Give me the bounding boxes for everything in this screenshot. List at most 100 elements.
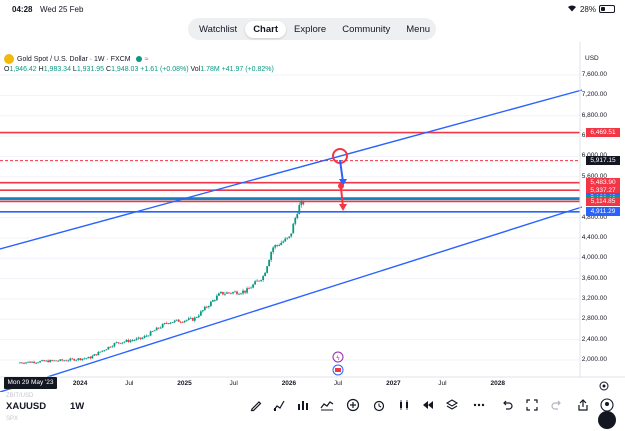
chart-annotations: ϟ [332,148,348,376]
symbol-button[interactable]: XAUUSD [6,401,47,412]
candle-body [234,291,236,293]
open-value: 1,946.42 [9,66,37,73]
add-icon[interactable] [346,398,360,412]
candle-body [91,355,94,359]
drawing-icon[interactable] [320,398,334,412]
battery-percent: 28% [579,4,596,14]
gridlines [0,74,580,361]
candle-body [111,346,114,348]
candle-body [191,317,194,321]
share-icon[interactable] [576,398,590,412]
candle-body [252,284,254,288]
candle-body [264,272,267,277]
low-label: L [72,66,77,73]
indicators-icon[interactable] [272,398,286,412]
profile-icon[interactable] [600,398,614,412]
projection-arrowhead-2 [339,204,347,211]
gold-symbol-icon [4,54,14,64]
candle-body [99,351,102,353]
candle-body [139,337,142,339]
open-label: O [4,66,10,73]
undo-icon[interactable] [500,398,514,412]
candle-body [242,290,244,294]
candle-body [302,201,305,205]
chart-type-icon[interactable] [296,398,310,412]
rewind-icon[interactable] [421,398,435,412]
candle-body [181,321,184,323]
status-time: 04:28 [12,5,33,14]
indicator-toggle-icon[interactable]: ≈ [144,55,149,63]
redo-icon[interactable] [550,398,564,412]
candle-body [213,300,216,301]
currency-selector[interactable]: USD [585,55,599,62]
price-axis-label: 4,000.00 [581,254,607,262]
price-tag: 5,337.27 [586,185,620,195]
time-axis-label: 2026 [281,380,297,387]
event-marker-1-glyph: ϟ [336,356,340,362]
candle-body [205,306,208,308]
status-date: Wed 25 Feb [40,5,84,14]
candle-body [195,317,198,318]
tab-menu[interactable]: Menu [406,23,431,35]
candle-body [266,266,269,273]
status-right: 28% [567,4,615,14]
candle-body [95,354,98,356]
tab-explore[interactable]: Explore [294,23,327,35]
candle-body [135,338,138,341]
candle-body [292,223,295,234]
projection-node [338,183,344,189]
change-value: +1.61 (+0.08%) [140,66,189,73]
candle-body [83,358,86,360]
candle-body [147,335,150,337]
fullscreen-icon[interactable] [525,398,539,412]
candle-body [250,287,252,289]
candle-body [21,362,23,364]
price-axis-label: 3,600.00 [581,274,607,282]
horizontal-levels [0,131,580,213]
candle-body [55,360,58,362]
time-axis-label: 2027 [386,380,401,387]
candle-body [35,362,37,364]
candle-body [65,360,68,362]
market-status-icon [135,56,142,62]
candle-body [254,281,256,285]
legend-title[interactable]: Gold Spot / U.S. Dollar · 1W · FXCM [17,55,131,63]
layers-icon[interactable] [445,398,459,412]
candle-body [294,218,297,224]
candle-body [298,204,301,214]
candle-body [238,293,240,295]
candle-body [228,292,230,294]
price-axis-label: 7,600.00 [581,71,607,78]
chart-settings-icon[interactable] [599,378,609,391]
price-axis-label: 6,000.00 [567,152,607,159]
candle-body [230,292,232,294]
candle-body [31,361,33,363]
pen-icon[interactable] [249,398,263,412]
candle-body [145,335,148,337]
price-chart[interactable]: ϟ [0,42,625,392]
candle-body [79,358,82,361]
candle-body [47,360,50,363]
tab-chart[interactable]: Chart [245,20,286,38]
tab-community[interactable]: Community [342,23,391,35]
replay-bars-icon[interactable] [397,398,411,412]
alert-icon[interactable] [372,398,386,412]
home-button[interactable] [598,411,616,429]
candle-body [236,291,238,295]
time-axis-label: Jul [438,380,447,387]
tab-watchlist[interactable]: Watchlist [199,23,238,35]
candle-body [189,317,192,319]
candle-body [296,213,299,219]
chart-legend: Gold Spot / U.S. Dollar · 1W · FXCM ≈ O1… [4,54,274,75]
price-tag: 5,917.15 [586,156,620,166]
ohlc-row: O1,946.42 H1,983.34 L1,931.95 C1,948.03 … [4,65,274,75]
battery-icon [599,5,615,13]
projection-arrow-2 [340,187,344,208]
interval-button[interactable]: 1W [70,401,85,412]
candle-body [25,362,27,364]
candle-body [37,362,39,364]
more-icon[interactable] [472,398,486,412]
high-value: 1,983.34 [43,66,71,73]
chart-background [0,42,580,377]
candle-body [207,306,210,308]
